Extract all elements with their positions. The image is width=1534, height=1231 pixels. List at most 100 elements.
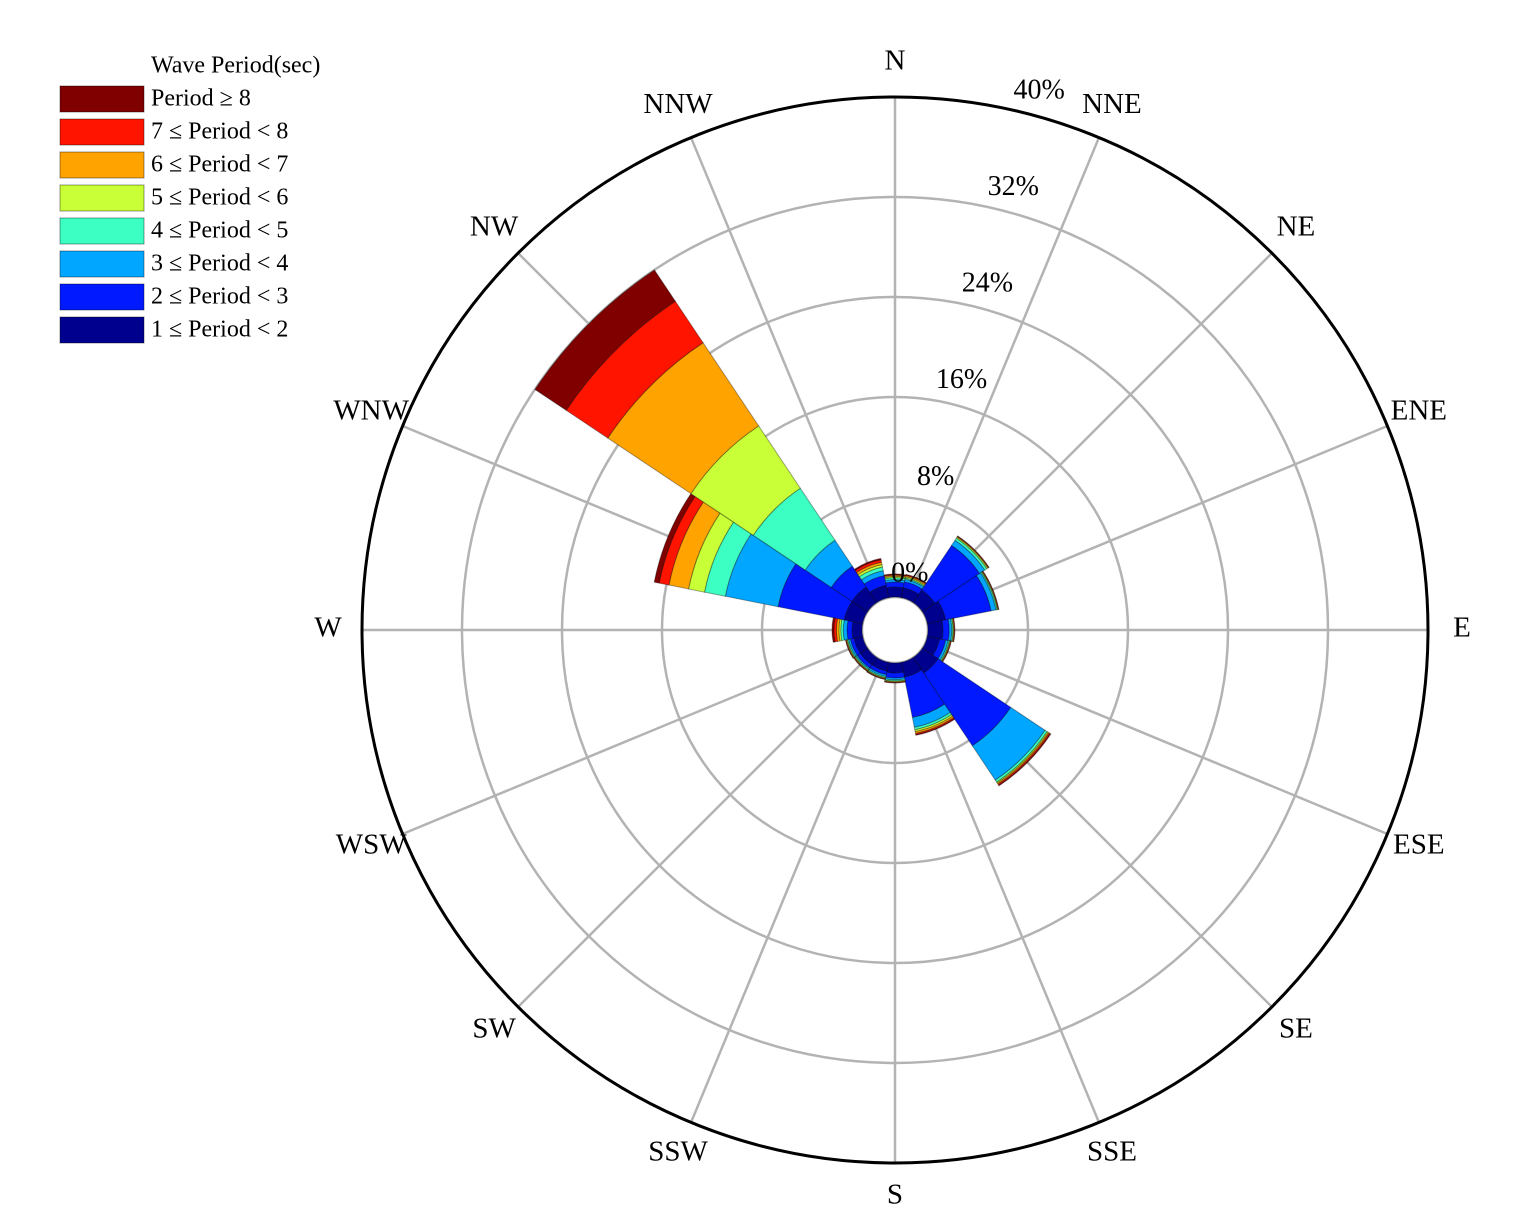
legend-label: 5 ≤ Period < 6 <box>151 185 288 211</box>
wedge <box>915 718 956 736</box>
legend-swatch <box>59 283 145 311</box>
wedge <box>853 557 882 572</box>
direction-label: ESE <box>1393 829 1445 861</box>
wedge <box>869 584 890 604</box>
spoke <box>906 137 1101 600</box>
wedge <box>687 512 735 593</box>
r-tick-label: 24% <box>962 268 1013 299</box>
wedge <box>979 571 998 611</box>
spoke <box>906 660 1101 1123</box>
wedge <box>954 537 988 571</box>
wedge <box>855 561 883 576</box>
wedge <box>835 617 841 643</box>
wedge <box>951 617 955 643</box>
direction-label: SE <box>1279 1013 1313 1045</box>
direction-label: NW <box>470 211 519 243</box>
wedge <box>851 586 878 613</box>
spoke <box>917 252 1273 608</box>
wedge <box>866 670 886 680</box>
legend-swatch <box>59 217 145 245</box>
wedge <box>996 731 1050 785</box>
wedge <box>982 570 1000 610</box>
wedge <box>867 668 887 679</box>
wedge <box>997 732 1051 786</box>
r-tick-label: 32% <box>988 171 1039 202</box>
wedge <box>857 563 884 578</box>
wedge <box>911 703 951 728</box>
wedge <box>854 655 870 671</box>
wedge <box>932 638 947 660</box>
r-tick-label: 40% <box>1013 74 1064 105</box>
wedge <box>905 573 928 585</box>
wedge <box>859 647 878 666</box>
wedge <box>900 587 920 604</box>
direction-label: S <box>887 1179 903 1211</box>
grid-ring <box>460 195 1330 1065</box>
spoke <box>925 424 1388 619</box>
wedge <box>867 667 887 678</box>
wedge <box>981 570 999 611</box>
spoke <box>925 641 1388 836</box>
legend-label: 4 ≤ Period < 5 <box>151 218 288 244</box>
wedge <box>884 679 906 683</box>
spoke <box>517 652 873 1008</box>
legend-label: 6 ≤ Period < 7 <box>151 152 288 178</box>
grid <box>360 95 1430 1165</box>
wedge <box>994 729 1048 783</box>
wedge <box>903 669 946 719</box>
wedge <box>842 619 849 641</box>
wedge <box>905 574 927 585</box>
wedge <box>955 536 989 570</box>
wedge <box>980 571 999 611</box>
wedge <box>886 586 904 599</box>
wedge <box>840 618 845 642</box>
bars <box>534 269 1052 787</box>
wedge <box>884 577 906 582</box>
legend-label: 7 ≤ Period < 8 <box>151 119 288 145</box>
wedge <box>884 579 906 584</box>
direction-label: SSW <box>648 1135 708 1167</box>
spoke <box>689 660 884 1123</box>
wedge <box>866 671 886 681</box>
legend-title: Wave Period(sec) <box>151 53 320 79</box>
wedge <box>914 715 955 735</box>
wedge <box>853 656 869 672</box>
wedge <box>912 589 936 613</box>
wedge <box>847 638 858 658</box>
wedge <box>690 425 801 536</box>
legend-swatch <box>59 316 145 344</box>
direction-label: NNE <box>1082 88 1142 120</box>
wedge <box>914 717 956 736</box>
wedge <box>952 617 956 643</box>
wedge <box>884 680 906 683</box>
wedge <box>941 640 952 663</box>
wedge <box>940 640 952 663</box>
wedge <box>884 681 906 684</box>
direction-label: WSW <box>336 829 408 861</box>
wedge <box>534 269 676 411</box>
wedge <box>854 559 883 574</box>
wedge <box>886 661 904 674</box>
wedge <box>998 733 1052 787</box>
wedge <box>940 640 951 662</box>
legend-swatch <box>59 85 145 113</box>
wedge <box>937 639 949 661</box>
wedge <box>565 300 704 439</box>
wedge <box>923 658 1012 747</box>
legend-label: 3 ≤ Period < 4 <box>151 251 288 277</box>
direction-label: SW <box>472 1013 516 1045</box>
direction-label: ENE <box>1391 395 1447 427</box>
wedge <box>871 656 890 672</box>
wedge <box>950 618 954 642</box>
direction-label: W <box>314 612 342 644</box>
wedge <box>843 600 869 625</box>
outer-ring <box>360 95 1430 1165</box>
legend-swatch <box>59 184 145 212</box>
wedge <box>884 680 906 684</box>
wedge <box>884 678 906 682</box>
wedge <box>952 617 956 643</box>
direction-label: WNW <box>333 395 409 427</box>
direction-label: E <box>1453 612 1471 644</box>
